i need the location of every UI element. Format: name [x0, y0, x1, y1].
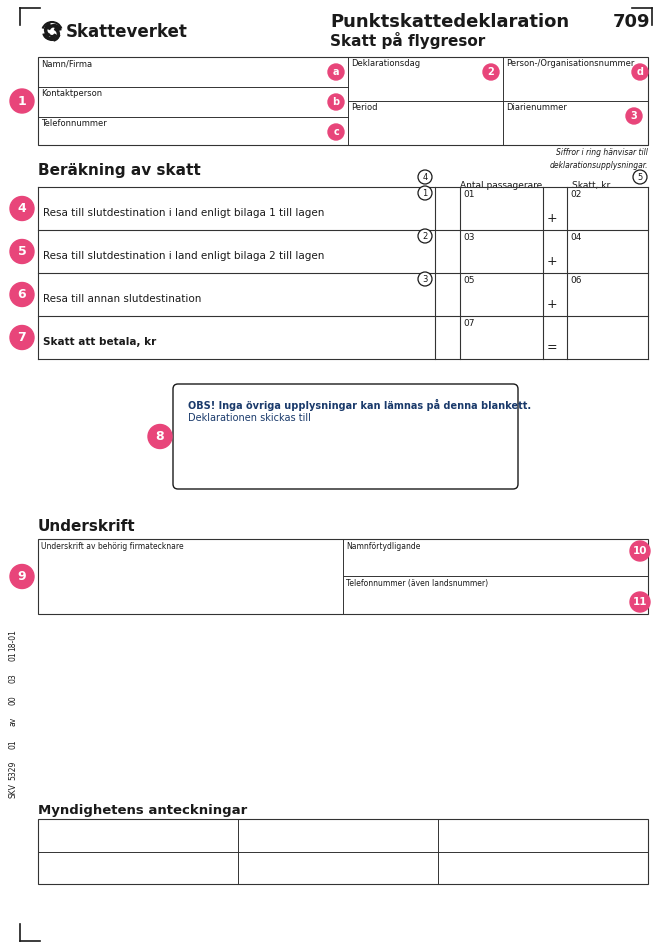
- Text: Person-/Organisationsnummer: Person-/Organisationsnummer: [506, 59, 634, 68]
- Text: Deklarationsdag: Deklarationsdag: [351, 59, 420, 68]
- Text: 2: 2: [488, 67, 495, 77]
- Text: b: b: [333, 97, 339, 107]
- Text: 5329: 5329: [9, 761, 17, 780]
- Text: 01: 01: [9, 739, 17, 749]
- Text: =: =: [547, 341, 558, 354]
- Text: 05: 05: [463, 276, 474, 285]
- Circle shape: [630, 592, 650, 612]
- Text: Punktskattedeklaration: Punktskattedeklaration: [330, 13, 569, 31]
- Circle shape: [328, 124, 344, 140]
- FancyBboxPatch shape: [173, 384, 518, 489]
- Bar: [38, 539, 648, 614]
- Text: Underskrift av behörig firmatecknare: Underskrift av behörig firmatecknare: [41, 542, 183, 551]
- Circle shape: [630, 541, 650, 561]
- Circle shape: [418, 229, 432, 243]
- Text: Resa till slutdestination i land enligt bilaga 2 till lagen: Resa till slutdestination i land enligt …: [43, 251, 325, 261]
- Bar: [38, 819, 648, 884]
- Text: 8: 8: [156, 430, 165, 443]
- Circle shape: [148, 424, 172, 449]
- Text: Resa till annan slutdestination: Resa till annan slutdestination: [43, 294, 202, 304]
- Text: 7: 7: [17, 331, 26, 344]
- Circle shape: [418, 186, 432, 200]
- Text: 10: 10: [633, 546, 647, 556]
- Circle shape: [10, 196, 34, 220]
- Circle shape: [328, 94, 344, 110]
- Text: 709: 709: [612, 13, 650, 31]
- Text: Siffror i ring hänvisar till
deklarationsupplysningar.: Siffror i ring hänvisar till deklaration…: [550, 148, 648, 170]
- Text: 2: 2: [423, 232, 427, 240]
- Text: Resa till slutdestination i land enligt bilaga 1 till lagen: Resa till slutdestination i land enligt …: [43, 208, 325, 218]
- Circle shape: [10, 326, 34, 349]
- Text: 01: 01: [463, 190, 474, 199]
- Circle shape: [626, 108, 642, 124]
- Text: 1: 1: [17, 95, 26, 107]
- Text: Skatteverket: Skatteverket: [66, 23, 188, 41]
- Text: Skatt, kr: Skatt, kr: [572, 181, 610, 190]
- Text: +: +: [547, 212, 558, 225]
- Text: Antal passagerare: Antal passagerare: [460, 181, 542, 190]
- Circle shape: [10, 89, 34, 113]
- Circle shape: [633, 170, 647, 184]
- Text: c: c: [333, 127, 339, 137]
- Text: Diarienummer: Diarienummer: [506, 103, 567, 112]
- Text: Skatt på flygresor: Skatt på flygresor: [330, 31, 485, 48]
- Text: Underskrift: Underskrift: [38, 519, 136, 534]
- Text: 04: 04: [570, 233, 581, 242]
- Text: 11: 11: [633, 597, 647, 607]
- Circle shape: [483, 64, 499, 80]
- Circle shape: [10, 239, 34, 264]
- Text: 02: 02: [570, 190, 581, 199]
- Text: d: d: [636, 67, 644, 77]
- Text: Deklarationen skickas till: Deklarationen skickas till: [188, 413, 311, 423]
- Text: 9: 9: [17, 570, 26, 583]
- Text: 4: 4: [423, 173, 427, 181]
- Circle shape: [10, 283, 34, 307]
- Text: 3: 3: [630, 111, 637, 121]
- Text: Telefonnummer: Telefonnummer: [41, 119, 107, 128]
- Text: 3: 3: [422, 274, 427, 284]
- Text: a: a: [333, 67, 339, 77]
- Text: 6: 6: [17, 288, 26, 301]
- Text: 5: 5: [637, 173, 642, 181]
- Text: 03: 03: [9, 673, 17, 682]
- Text: +: +: [547, 255, 558, 268]
- Text: 1: 1: [423, 189, 427, 197]
- Text: av: av: [9, 717, 17, 726]
- Text: Telefonnummer (även landsnummer): Telefonnummer (även landsnummer): [346, 579, 488, 588]
- Text: Namn/Firma: Namn/Firma: [41, 59, 92, 68]
- Text: Myndighetens anteckningar: Myndighetens anteckningar: [38, 804, 247, 817]
- Text: 4: 4: [17, 202, 26, 215]
- Text: +: +: [547, 298, 558, 311]
- Bar: [38, 57, 648, 145]
- Text: Kontaktperson: Kontaktperson: [41, 89, 102, 98]
- Text: 18-01: 18-01: [9, 629, 17, 651]
- Text: Skatt att betala, kr: Skatt att betala, kr: [43, 337, 157, 347]
- Text: 00: 00: [9, 695, 17, 705]
- Text: Namnförtydligande: Namnförtydligande: [346, 542, 421, 551]
- Text: 06: 06: [570, 276, 581, 285]
- Text: SKV: SKV: [9, 783, 17, 798]
- Text: 07: 07: [463, 319, 474, 328]
- Text: 03: 03: [463, 233, 474, 242]
- Text: 5: 5: [17, 245, 26, 258]
- Circle shape: [328, 64, 344, 80]
- Circle shape: [418, 272, 432, 286]
- Circle shape: [418, 170, 432, 184]
- Circle shape: [10, 565, 34, 588]
- Text: OBS! Inga övriga upplysningar kan lämnas på denna blankett.: OBS! Inga övriga upplysningar kan lämnas…: [188, 399, 531, 411]
- Text: Period: Period: [351, 103, 378, 112]
- Text: Beräkning av skatt: Beräkning av skatt: [38, 163, 201, 178]
- Text: 01: 01: [9, 651, 17, 661]
- Circle shape: [632, 64, 648, 80]
